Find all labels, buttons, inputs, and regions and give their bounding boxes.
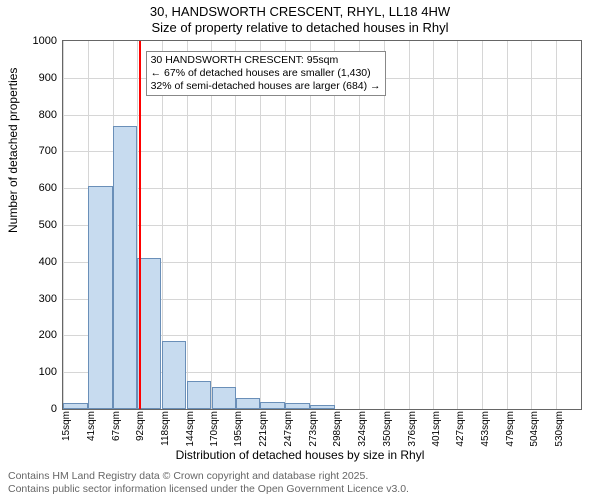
gridline-horizontal [63,151,581,152]
y-tick-label: 900 [39,72,57,84]
x-tick-label: 273sqm [308,411,319,447]
footer-line1: Contains HM Land Registry data © Crown c… [8,470,409,483]
reference-line [139,41,141,409]
chart-title-line1: 30, HANDSWORTH CRESCENT, RHYL, LL18 4HW [0,4,600,19]
x-tick-label: 247sqm [283,411,294,447]
x-tick-label: 427sqm [455,411,466,447]
gridline-vertical [556,41,557,409]
annotation-line: ← 67% of detached houses are smaller (1,… [151,67,381,80]
x-tick-label: 170sqm [209,411,220,447]
chart-title-line2: Size of property relative to detached ho… [0,20,600,35]
histogram-bar [310,405,334,409]
y-tick-label: 100 [39,366,57,378]
x-tick-label: 530sqm [554,411,565,447]
y-tick-label: 200 [39,329,57,341]
annotation-box: 30 HANDSWORTH CRESCENT: 95sqm← 67% of de… [146,51,386,96]
plot-area: 0100200300400500600700800900100015sqm41s… [62,40,582,410]
x-tick-label: 92sqm [135,411,146,441]
gridline-vertical [457,41,458,409]
x-tick-label: 118sqm [160,411,171,446]
x-tick-label: 376sqm [407,411,418,447]
histogram-bar [212,387,236,409]
histogram-bar [88,186,112,409]
gridline-vertical [409,41,410,409]
histogram-bar [137,258,161,409]
x-tick-label: 67sqm [111,411,122,441]
footer-line2: Contains public sector information licen… [8,483,409,496]
x-tick-label: 453sqm [480,411,491,447]
x-tick-label: 195sqm [233,411,244,447]
histogram-bar [187,381,211,409]
x-tick-label: 401sqm [431,411,442,447]
y-tick-label: 700 [39,145,57,157]
x-tick-label: 504sqm [529,411,540,447]
gridline-vertical [531,41,532,409]
gridline-vertical [433,41,434,409]
histogram-bar [113,126,137,409]
y-tick-label: 400 [39,256,57,268]
y-tick-label: 800 [39,109,57,121]
histogram-bar [236,398,260,409]
y-tick-label: 0 [51,403,57,415]
x-tick-label: 221sqm [258,411,269,447]
y-tick-label: 300 [39,293,57,305]
annotation-line: 32% of semi-detached houses are larger (… [151,80,381,93]
y-axis-label: Number of detached properties [6,68,20,233]
gridline-horizontal [63,188,581,189]
x-tick-label: 298sqm [332,411,343,447]
x-tick-label: 41sqm [86,411,97,441]
x-tick-label: 350sqm [382,411,393,447]
x-tick-label: 15sqm [61,411,72,441]
x-tick-label: 479sqm [505,411,516,447]
gridline-vertical [507,41,508,409]
histogram-bar [285,403,309,409]
gridline-vertical [482,41,483,409]
gridline-vertical [63,41,64,409]
x-axis-label: Distribution of detached houses by size … [0,448,600,462]
gridline-horizontal [63,225,581,226]
chart-container: { "title_line1": "30, HANDSWORTH CRESCEN… [0,0,600,500]
y-tick-label: 1000 [33,35,57,47]
gridline-horizontal [63,115,581,116]
annotation-line: 30 HANDSWORTH CRESCENT: 95sqm [151,54,381,67]
y-tick-label: 500 [39,219,57,231]
histogram-bar [162,341,186,409]
x-tick-label: 144sqm [185,411,196,447]
histogram-bar [63,403,87,409]
y-tick-label: 600 [39,182,57,194]
histogram-bar [260,402,284,409]
footer-attribution: Contains HM Land Registry data © Crown c… [8,470,409,496]
x-tick-label: 324sqm [357,411,368,447]
